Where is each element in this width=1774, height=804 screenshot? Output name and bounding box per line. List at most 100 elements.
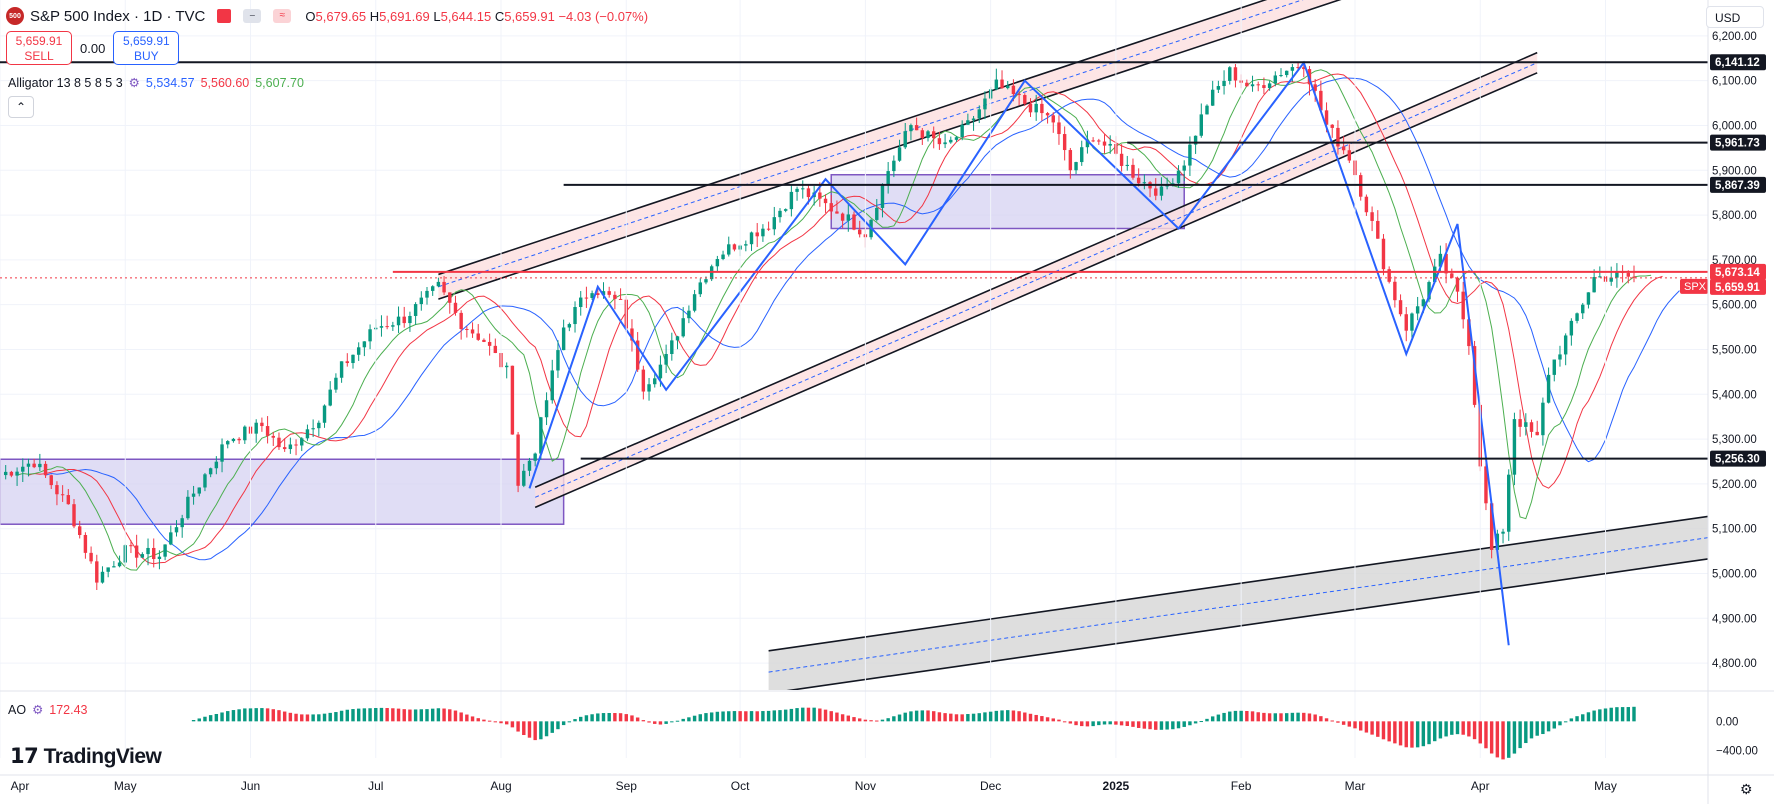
candle <box>203 472 207 492</box>
candle <box>317 420 321 437</box>
candle <box>208 467 213 478</box>
ao-bar <box>1592 710 1596 722</box>
symbol-title[interactable]: S&P 500 Index · 1D · TVC <box>30 7 206 25</box>
ao-settings-icon[interactable]: ⚙ <box>32 703 44 717</box>
tradingview-logo[interactable]: 𝟭𝟳 TradingView <box>10 744 162 769</box>
pattern-icon[interactable]: ≈ <box>273 9 292 23</box>
ao-bar <box>1501 721 1505 760</box>
candle <box>1159 177 1164 201</box>
candle <box>1057 115 1061 145</box>
chart-settings-icon[interactable]: ⚙ <box>1740 781 1753 797</box>
candle-body <box>482 339 486 342</box>
candle-body <box>971 118 976 121</box>
candle-body <box>21 466 25 472</box>
candle <box>72 498 76 529</box>
candle-body <box>288 444 293 450</box>
sell-button[interactable]: 5,659.91 SELL <box>6 31 72 65</box>
candle <box>1450 268 1454 279</box>
candle <box>265 416 270 444</box>
candle <box>9 470 14 478</box>
candle-body <box>983 98 987 110</box>
candle-body <box>590 293 594 298</box>
candle <box>15 467 19 486</box>
candle <box>1632 265 1636 283</box>
ao-bar <box>1472 721 1477 740</box>
ao-bar <box>863 719 868 722</box>
alligator-legend[interactable]: Alligator 13 8 5 8 5 3 ⚙ 5,534.57 5,560.… <box>8 75 304 91</box>
ao-bar <box>1324 718 1329 722</box>
candle <box>294 439 298 456</box>
candle <box>1586 292 1591 309</box>
ao-label: AO <box>8 702 27 717</box>
candle <box>55 481 59 506</box>
ao-bar <box>362 708 367 722</box>
ao-bar <box>1341 721 1346 725</box>
candle <box>396 306 401 333</box>
candle-body <box>1376 220 1380 239</box>
last-price-label-bg <box>1710 278 1766 295</box>
alligator-jaw-value: 5,534.57 <box>145 75 195 90</box>
ao-bar <box>1302 712 1306 722</box>
candle-body <box>191 493 196 497</box>
candle-body <box>442 281 446 293</box>
buy-button[interactable]: 5,659.91 BUY <box>113 31 180 65</box>
candle-body <box>220 444 224 462</box>
candle <box>1119 144 1124 172</box>
candle <box>920 127 925 145</box>
candle-body <box>1142 182 1147 184</box>
candle-body <box>1250 84 1255 87</box>
ao-bar <box>635 717 640 722</box>
candle <box>584 286 589 308</box>
ao-bar <box>294 713 298 722</box>
ao-bar <box>846 715 851 722</box>
ao-bar <box>653 721 657 724</box>
ao-bar <box>476 718 480 722</box>
currency-select[interactable]: USD <box>1706 6 1764 28</box>
x-tick-label: Feb <box>1231 779 1252 793</box>
candle-body <box>1040 103 1044 114</box>
candle <box>1006 81 1010 90</box>
candle <box>1045 111 1050 124</box>
candle <box>1535 420 1539 436</box>
candle-body <box>208 468 213 475</box>
candle <box>1518 409 1522 437</box>
candle <box>852 211 856 231</box>
candle-body <box>1062 134 1067 151</box>
flag-icon[interactable] <box>217 9 232 23</box>
settings-icon[interactable]: ⚙ <box>128 76 140 90</box>
ao-bar <box>880 719 885 722</box>
ao-bar <box>1461 721 1465 735</box>
candle-body <box>1017 94 1021 96</box>
candle <box>1108 135 1112 154</box>
candle-body <box>180 518 184 528</box>
ao-bar <box>1330 720 1334 722</box>
ao-bar <box>994 710 999 722</box>
compare-icon[interactable]: ⎯ <box>243 9 262 23</box>
candle-body <box>1558 354 1562 360</box>
ao-bar <box>1062 721 1067 723</box>
ao-legend[interactable]: AO ⚙ 172.43 <box>8 702 88 718</box>
ao-bar <box>823 709 828 722</box>
support-channel-lower <box>786 558 1708 690</box>
ao-bar <box>1541 721 1545 735</box>
candle-body <box>83 534 88 553</box>
ao-bar <box>1586 712 1591 722</box>
ao-bar <box>271 709 275 722</box>
candle <box>112 561 116 568</box>
candle <box>516 431 520 493</box>
candle <box>66 488 71 505</box>
candle-body <box>1347 150 1352 161</box>
collapse-legend-button[interactable]: ⌃ <box>8 96 34 118</box>
candle-body <box>1569 320 1574 336</box>
candle <box>1319 80 1323 112</box>
candle <box>1546 367 1551 404</box>
ao-bar <box>237 709 241 722</box>
candle <box>106 567 110 578</box>
candle-body <box>1222 80 1226 87</box>
candle <box>727 236 731 257</box>
ao-bar <box>698 714 702 722</box>
ao-bar <box>374 708 378 722</box>
candle-body <box>966 120 970 125</box>
ao-bar <box>766 710 771 722</box>
